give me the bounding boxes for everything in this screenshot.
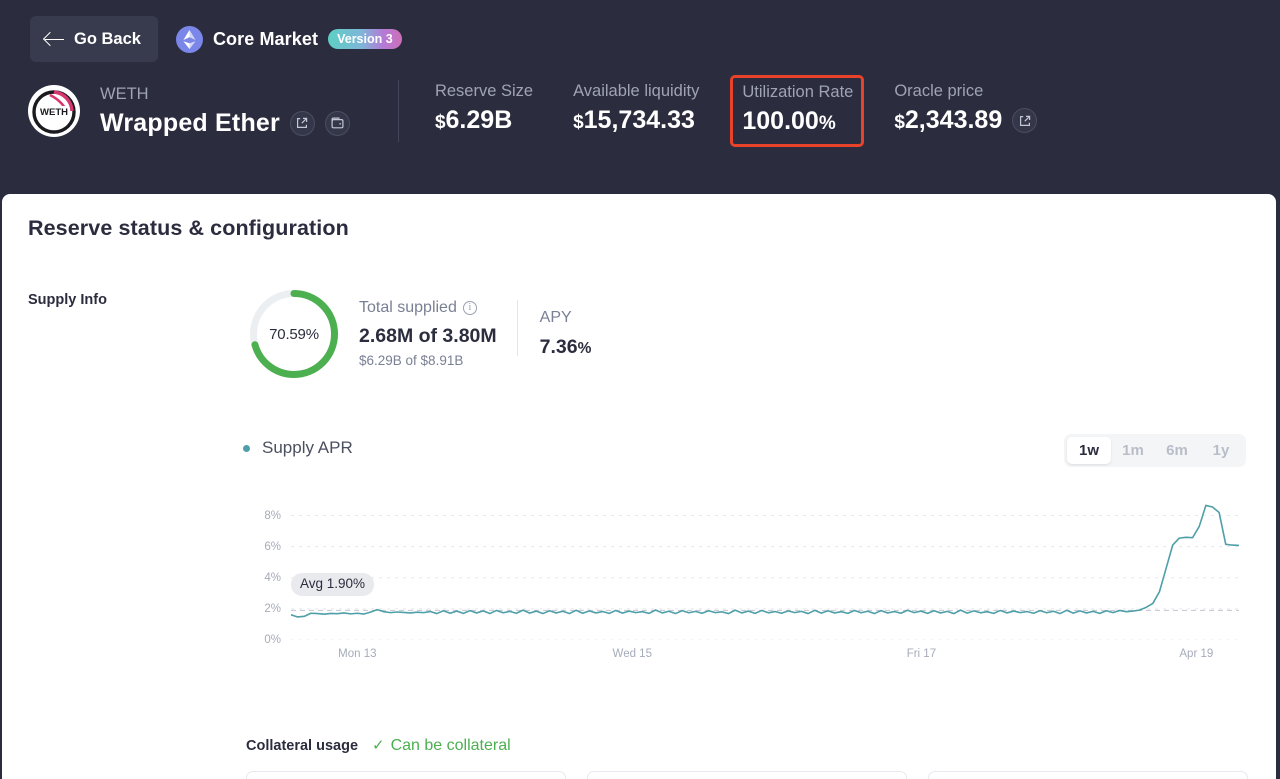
stat-value: 100.00% <box>742 105 853 140</box>
collateral-usage-row: Collateral usage ✓ Can be collateral <box>246 737 511 755</box>
wallet-icon[interactable] <box>324 110 350 136</box>
chart-y-tick: 8% <box>264 509 281 522</box>
asset-names: WETH Wrapped Ether <box>100 84 350 138</box>
arrow-left-icon <box>45 32 64 47</box>
apy-value: 7.36% <box>540 334 592 362</box>
stat-value: $2,343.89 <box>894 104 1002 139</box>
range-button-1w[interactable]: 1w <box>1067 437 1111 464</box>
go-back-button[interactable]: Go Back <box>30 16 158 62</box>
apy-label: APY <box>539 309 572 326</box>
chart-x-tick: Wed 15 <box>612 648 652 660</box>
stat-label: Reserve Size <box>434 82 534 100</box>
apy-unit: % <box>577 340 592 357</box>
chart-legend: Supply APR <box>243 438 353 458</box>
svg-text:WETH: WETH <box>40 107 68 118</box>
check-icon: ✓ <box>372 737 385 754</box>
apy-divider <box>516 300 518 356</box>
market-indicator[interactable]: Core Market Version 3 <box>175 25 402 53</box>
supply-apr-chart: 0% 2% 4% 6% 8% Avg 1.90% Mon 13 Wed 15 Fri 17 A… <box>243 500 1239 670</box>
stat-number: 6.29B <box>445 106 513 134</box>
stat-value: $15,734.33 <box>573 104 699 139</box>
currency-symbol: $ <box>894 112 905 133</box>
chart-x-tick: Apr 19 <box>1179 648 1214 660</box>
external-link-icon[interactable] <box>289 110 315 136</box>
supply-utilization-donut: 70.59% <box>247 287 341 381</box>
chart-y-tick: 2% <box>264 602 281 615</box>
market-stats: Reserve Size $6.29B Available liquidity … <box>435 75 1038 147</box>
stat-number: 2,343.89 <box>904 106 1003 134</box>
oracle-external-link-icon[interactable] <box>1012 108 1038 133</box>
stat-utilization-rate: Utilization Rate 100.00% <box>730 75 865 147</box>
chart-x-tick: Mon 13 <box>338 648 377 660</box>
collateral-card[interactable] <box>246 771 566 779</box>
reserve-panel: Reserve status & configuration <box>2 194 1276 779</box>
legend-dot-icon <box>243 444 250 452</box>
top-bar: Go Back Core Market Version 3 <box>30 16 402 62</box>
total-supplied-block: Total supplied i 2.68M of 3.80M $6.29B o… <box>359 298 497 370</box>
header-divider <box>397 80 399 142</box>
chart-plot-area[interactable]: Avg 1.90% <box>291 500 1239 640</box>
collateral-status-text: Can be collateral <box>390 737 511 754</box>
chart-y-axis: 0% 2% 4% 6% 8% <box>243 500 287 646</box>
asset-name: Wrapped Ether <box>100 109 280 137</box>
asset-symbol: WETH <box>100 85 149 103</box>
chart-y-tick: 0% <box>264 634 281 646</box>
stat-available-liquidity: Available liquidity $15,734.33 <box>573 80 699 139</box>
collateral-cards <box>246 771 1248 779</box>
supply-figures: Total supplied i 2.68M of 3.80M $6.29B o… <box>359 298 591 370</box>
apy-block: APY 7.36% <box>540 298 592 362</box>
weth-token-icon: WETH <box>28 85 80 137</box>
info-icon[interactable]: i <box>462 301 477 315</box>
stat-label: Utilization Rate <box>742 83 854 101</box>
donut-percent-label: 70.59% <box>269 325 319 343</box>
stat-number: 15,734.33 <box>583 106 695 134</box>
market-name: Core Market <box>212 28 319 49</box>
total-supplied-value: 2.68M of 3.80M <box>359 325 497 347</box>
stat-unit: % <box>818 113 836 134</box>
go-back-label: Go Back <box>74 29 141 48</box>
asset-summary-row: WETH WETH Wrapped Ether <box>28 75 1038 147</box>
chart-y-tick: 4% <box>264 571 281 584</box>
collateral-card[interactable] <box>587 771 907 779</box>
stat-oracle-price: Oracle price $2,343.89 <box>894 80 1038 139</box>
chart-svg <box>291 500 1239 640</box>
page-header: Go Back Core Market Version 3 <box>0 0 1280 196</box>
total-supplied-label: Total supplied <box>359 299 457 316</box>
time-range-switch[interactable]: 1w 1m 6m 1y <box>1064 434 1246 467</box>
supply-info-label: Supply Info <box>28 292 107 308</box>
currency-symbol: $ <box>434 112 446 133</box>
chart-average-badge: Avg 1.90% <box>291 573 375 596</box>
chart-x-tick: Fri 17 <box>906 648 937 660</box>
range-button-6m[interactable]: 6m <box>1155 437 1199 464</box>
chart-y-tick: 6% <box>264 540 281 553</box>
collateral-status: ✓ Can be collateral <box>372 737 511 755</box>
donut-svg <box>250 290 338 378</box>
stat-reserve-size: Reserve Size $6.29B <box>435 80 533 139</box>
collateral-card[interactable] <box>928 771 1248 779</box>
apy-number: 7.36 <box>539 336 578 358</box>
stat-label: Oracle price <box>894 82 984 100</box>
currency-symbol: $ <box>573 112 584 133</box>
stat-value: $6.29B <box>435 104 533 139</box>
stat-label: Available liquidity <box>573 82 700 100</box>
chart-x-axis: Mon 13 Wed 15 Fri 17 Apr 19 <box>291 648 1239 664</box>
version-badge: Version 3 <box>328 29 402 49</box>
range-button-1m[interactable]: 1m <box>1111 437 1155 464</box>
chart-legend-label: Supply APR <box>262 438 353 457</box>
range-button-1y[interactable]: 1y <box>1199 437 1243 464</box>
page-title: Reserve status & configuration <box>28 216 349 240</box>
stat-number: 100.00 <box>742 107 819 135</box>
total-supplied-usd: $6.29B of $8.91B <box>359 353 464 368</box>
collateral-usage-label: Collateral usage <box>246 738 359 754</box>
ethereum-icon <box>175 25 203 53</box>
